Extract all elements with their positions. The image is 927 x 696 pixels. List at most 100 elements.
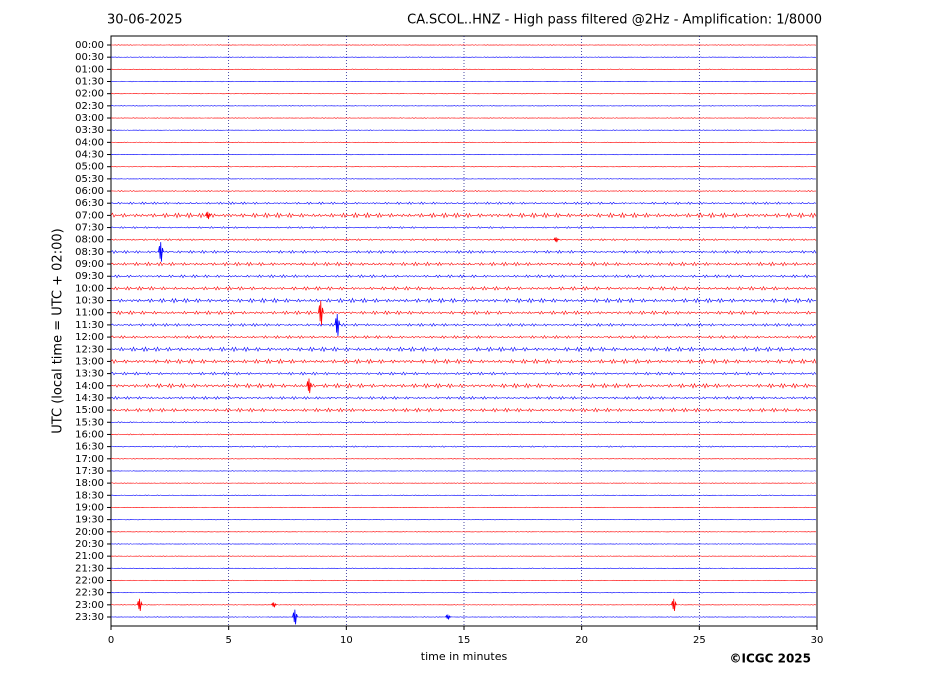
x-tick-label: 10 [340,635,353,646]
x-tick-label: 5 [225,635,231,646]
trace [110,579,817,582]
y-tick-label: 09:30 [75,271,104,282]
y-tick-label: 02:30 [75,101,104,112]
x-tick-label: 25 [693,635,706,646]
trace [110,518,817,521]
trace [110,141,817,144]
trace [110,201,817,205]
x-tick-label: 15 [458,635,471,646]
date: 30-06-2025 [107,13,183,28]
y-tick-label: 14:00 [75,381,104,392]
event [271,602,277,608]
trace [110,190,817,193]
trace [110,531,817,533]
event [445,614,451,620]
y-tick-label: 05:00 [75,162,104,173]
y-tick-label: 05:30 [75,174,104,185]
y-tick-label: 12:30 [75,344,104,355]
trace [110,261,817,267]
trace [110,80,817,83]
trace [110,543,817,545]
y-tick-label: 11:30 [75,320,104,331]
y-tick-label: 09:00 [75,259,104,270]
trace [110,433,817,436]
trace [110,567,817,570]
event [306,378,313,394]
y-tick-label: 06:30 [75,198,104,209]
y-tick-label: 15:30 [75,417,104,428]
y-tick-label: 10:30 [75,296,104,307]
y-tick-label: 13:30 [75,369,104,380]
trace [110,129,817,131]
event [158,242,164,262]
y-tick-label: 20:30 [75,539,104,550]
trace [110,407,817,413]
y-tick-label: 07:30 [75,223,104,234]
y-tick-label: 03:00 [75,113,104,124]
y-tick-label: 18:00 [75,478,104,489]
trace [110,382,817,389]
trace [110,274,817,279]
trace [110,506,817,509]
y-tick-label: 23:30 [75,612,104,623]
trace [110,249,817,254]
event [205,211,211,220]
y-tick-label: 19:00 [75,502,104,513]
y-tick-label: 00:30 [75,52,104,63]
y-tick-label: 07:00 [75,210,104,221]
trace [110,445,817,448]
trace [110,604,817,606]
y-tick-label: 04:00 [75,137,104,148]
trace [110,358,817,365]
trace [110,421,817,424]
trace [110,457,817,460]
x-tick-label: 0 [108,635,114,646]
trace [110,322,817,327]
y-tick-label: 15:00 [75,405,104,416]
event [318,300,324,325]
y-tick-label: 17:30 [75,466,104,477]
y-tick-label: 06:00 [75,186,104,197]
y-tick-label: 16:00 [75,429,104,440]
y-tick-label: 01:00 [75,64,104,75]
trace [110,285,817,291]
trace [110,470,817,472]
y-tick-label: 17:00 [75,454,104,465]
y-tick-label: 12:00 [75,332,104,343]
trace [110,92,817,95]
y-tick-label: 23:00 [75,600,104,611]
y-tick-label: 19:30 [75,515,104,526]
y-tick-label: 14:30 [75,393,104,404]
chart-title: CA.SCOL..HNZ - High pass filtered @2Hz -… [407,13,822,28]
y-tick-label: 22:00 [75,575,104,586]
y-tick-label: 01:30 [75,77,104,88]
y-tick-label: 21:30 [75,563,104,574]
trace [110,335,817,340]
trace [110,226,817,229]
y-tick-label: 21:00 [75,551,104,562]
y-tick-label: 18:30 [75,490,104,501]
trace [110,310,817,316]
y-tick-label: 20:00 [75,527,104,538]
event [334,313,341,336]
y-tick-label: 16:30 [75,442,104,453]
trace [110,591,817,594]
y-axis-label: UTC (local time = UTC + 02:00) [51,228,66,433]
y-tick-label: 03:30 [75,125,104,136]
y-tick-label: 22:30 [75,588,104,599]
event [671,598,677,611]
y-tick-label: 10:00 [75,283,104,294]
trace [110,212,817,219]
trace [110,68,817,71]
y-tick-label: 00:00 [75,40,104,51]
trace [110,178,817,180]
x-tick-label: 20 [575,635,588,646]
event [136,598,143,611]
trace [110,482,817,484]
x-tick-label: 30 [811,635,824,646]
trace [110,105,817,107]
y-tick-label: 02:00 [75,89,104,100]
event [553,237,560,243]
